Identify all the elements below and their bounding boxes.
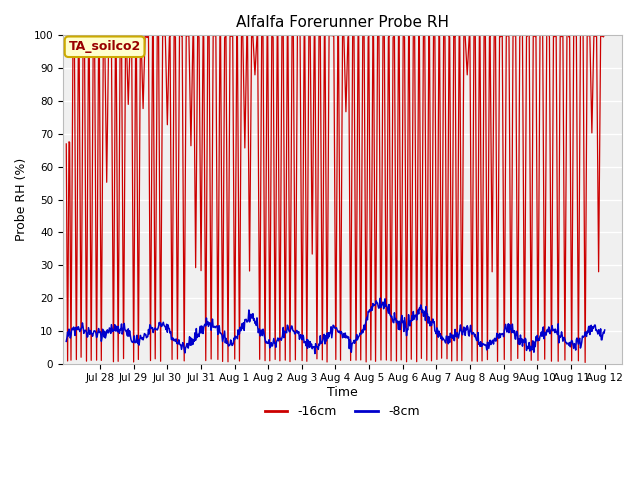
Text: TA_soilco2: TA_soilco2 bbox=[68, 40, 141, 53]
Legend: -16cm, -8cm: -16cm, -8cm bbox=[260, 400, 424, 423]
Title: Alfalfa Forerunner Probe RH: Alfalfa Forerunner Probe RH bbox=[236, 15, 449, 30]
Y-axis label: Probe RH (%): Probe RH (%) bbox=[15, 158, 28, 241]
X-axis label: Time: Time bbox=[327, 386, 358, 399]
